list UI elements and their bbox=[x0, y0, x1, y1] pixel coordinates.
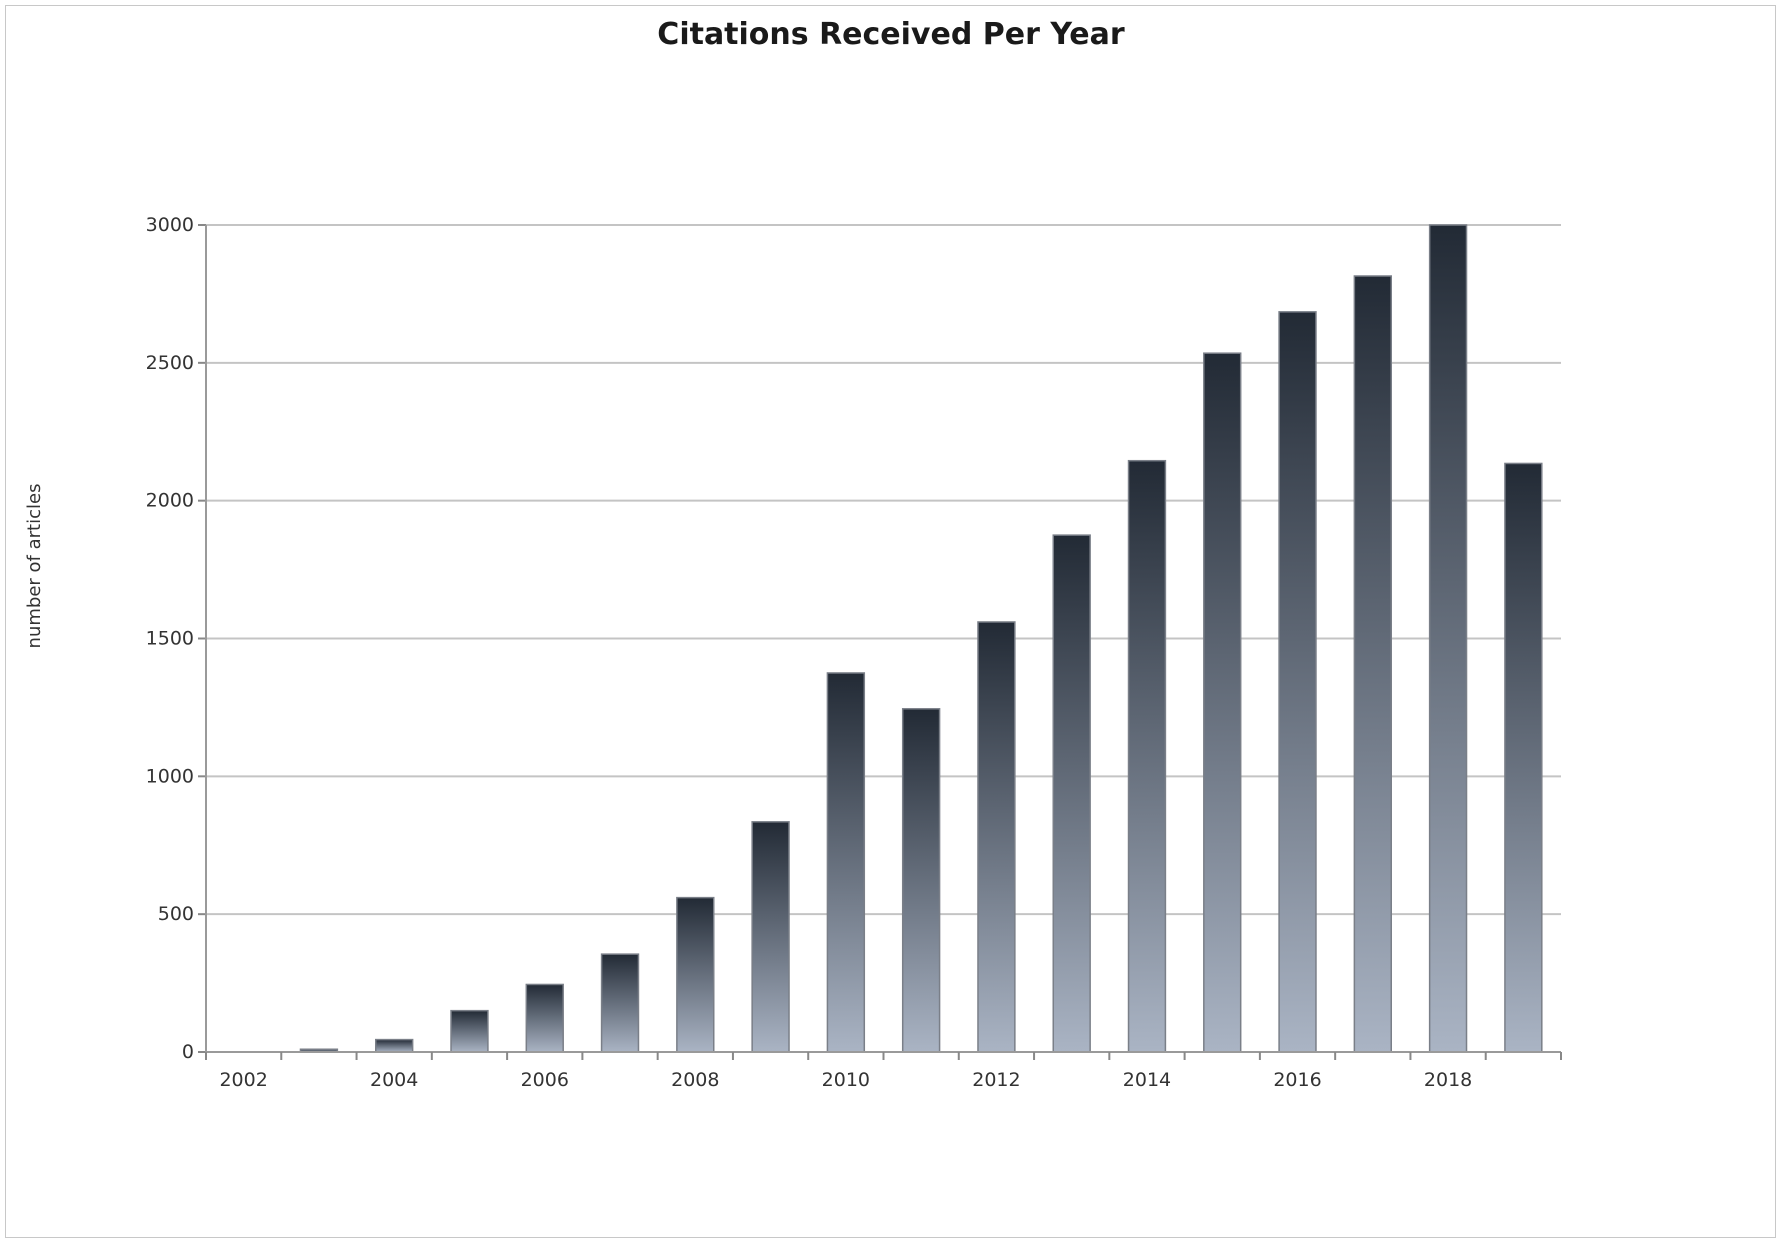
bar-2012 bbox=[977, 621, 1016, 1053]
bar-2004 bbox=[375, 1038, 414, 1053]
bar-2018 bbox=[1428, 224, 1468, 1053]
x-tick-label: 2004 bbox=[370, 1069, 418, 1091]
bar-2009 bbox=[751, 821, 790, 1053]
y-tick-label: 0 bbox=[182, 1041, 194, 1063]
chart-frame: Citations Received Per Year number of ar… bbox=[5, 5, 1776, 1238]
bar-2011 bbox=[901, 708, 941, 1053]
bar-2014 bbox=[1127, 459, 1167, 1053]
x-tick-label: 2016 bbox=[1273, 1069, 1321, 1091]
x-tick-label: 2008 bbox=[671, 1069, 719, 1091]
y-tick-label: 1500 bbox=[146, 628, 194, 650]
y-tick-label: 1000 bbox=[146, 765, 194, 787]
x-tick-label: 2012 bbox=[972, 1069, 1020, 1091]
grid-layer bbox=[206, 224, 1561, 916]
y-tick-label: 500 bbox=[158, 903, 194, 925]
y-tick-label: 2500 bbox=[146, 352, 194, 374]
y-axis-label: number of articles bbox=[24, 484, 45, 649]
x-tick-label: 2010 bbox=[822, 1069, 870, 1091]
bar-2008 bbox=[676, 896, 715, 1053]
bar-2006 bbox=[525, 983, 564, 1053]
bar-chart: Citations Received Per Year number of ar… bbox=[24, 17, 1562, 1091]
x-tick-label: 2014 bbox=[1123, 1069, 1171, 1091]
bar-2019 bbox=[1504, 462, 1543, 1053]
bar-2017 bbox=[1353, 275, 1392, 1053]
bar-2010 bbox=[826, 672, 866, 1053]
bar-layer bbox=[299, 224, 1543, 1053]
x-tick-label: 2018 bbox=[1424, 1069, 1472, 1091]
bar-2013 bbox=[1052, 534, 1091, 1053]
bar-2016 bbox=[1278, 311, 1317, 1053]
bar-2007 bbox=[600, 953, 640, 1053]
x-tick-label: 2006 bbox=[521, 1069, 569, 1091]
x-tick-label: 2002 bbox=[219, 1069, 267, 1091]
axis-layer: 0 500 1000 1500 2000 2500 3000 2002 2004 2006 2008… bbox=[146, 214, 1562, 1091]
y-tick-label: 2000 bbox=[146, 490, 194, 512]
bar-2015 bbox=[1203, 352, 1242, 1053]
y-tick-label: 3000 bbox=[146, 214, 194, 236]
bar-2005 bbox=[450, 1009, 489, 1053]
chart-title: Citations Received Per Year bbox=[657, 17, 1125, 52]
